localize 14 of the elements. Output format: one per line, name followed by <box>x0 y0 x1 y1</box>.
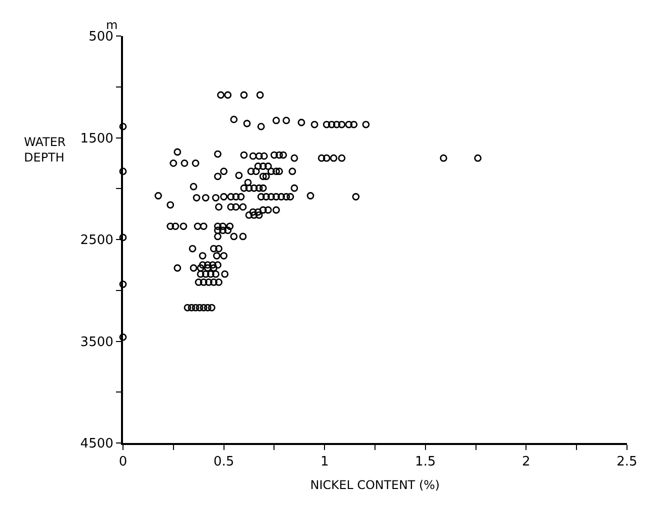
x-tick-label: 0.5 <box>213 454 234 470</box>
x-tick-label: 1.5 <box>415 454 436 470</box>
x-tick-label: 0 <box>118 454 128 470</box>
x-axis-title: NICKEL CONTENT (%) <box>310 478 440 492</box>
x-tick-label: 1 <box>320 454 329 470</box>
x-tick-label: 2.5 <box>616 454 638 470</box>
y-tick-label: 4500 <box>80 436 114 452</box>
y-axis-title: WATER DEPTH <box>24 135 66 165</box>
y-tick-label: 3500 <box>80 334 114 350</box>
text: m <box>106 18 118 32</box>
y-tick-label: 1500 <box>80 131 114 146</box>
x-tick-label: 2 <box>522 454 530 470</box>
y-tick-label: 500 <box>88 30 114 45</box>
y-tick-label: 2500 <box>80 233 114 248</box>
